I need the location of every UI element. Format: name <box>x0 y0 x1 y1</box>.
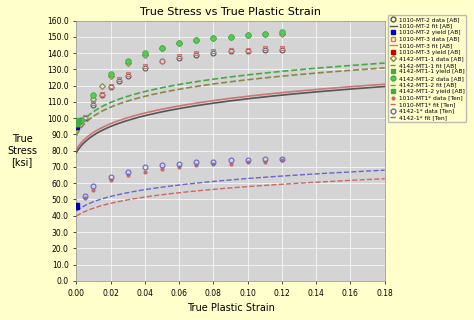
Y-axis label: True
Stress
[ksi]: True Stress [ksi] <box>7 134 37 167</box>
Title: True Stress vs True Plastic Strain: True Stress vs True Plastic Strain <box>140 7 321 17</box>
X-axis label: True Plastic Strain: True Plastic Strain <box>187 303 274 313</box>
Legend: 1010-MT-2 data [AB], 1010-MT-2 fit [AB], 1010-MT-2 yield [AB], 1010-MT-3 data [A: 1010-MT-2 data [AB], 1010-MT-2 fit [AB],… <box>388 15 466 122</box>
